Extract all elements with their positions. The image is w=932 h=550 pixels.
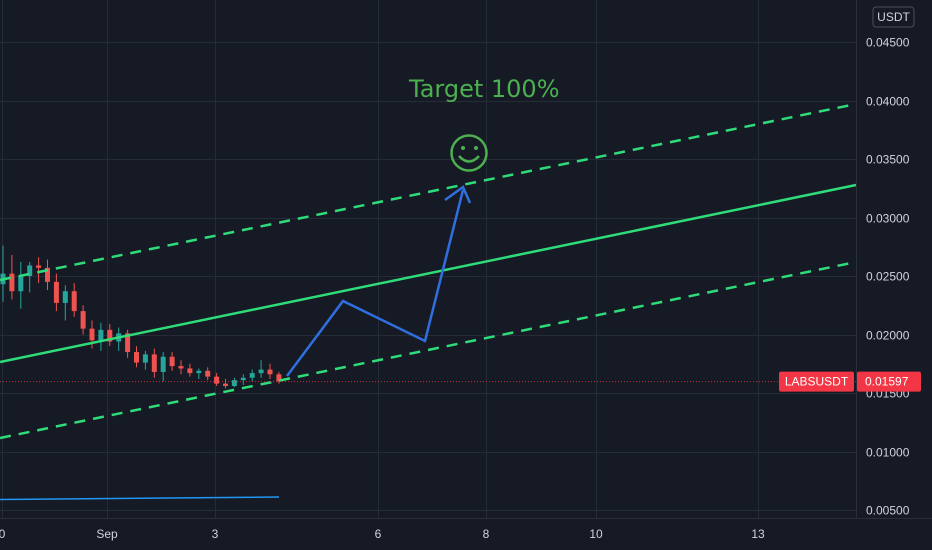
candle-body — [27, 265, 33, 276]
price-tick-label: 0.02500 — [866, 270, 910, 284]
price-tick-label: 0.03000 — [866, 212, 910, 226]
last-price-label: 0.01597 — [865, 375, 909, 389]
time-tick-label: 6 — [375, 527, 382, 541]
projection-path — [285, 185, 472, 377]
candle-body — [258, 369, 264, 374]
candle-body — [187, 368, 193, 374]
candle-body — [205, 370, 211, 377]
candle-body — [45, 267, 50, 282]
candle-body — [89, 328, 95, 341]
candle-body — [142, 354, 148, 363]
time-tick-label: 8 — [483, 527, 490, 541]
price-tick-label: 0.04000 — [866, 95, 910, 109]
candle-body — [80, 311, 86, 329]
candle-body — [18, 276, 24, 292]
time-tick-label: Sep — [96, 527, 118, 541]
candle-body — [134, 352, 139, 363]
channel-mid-line — [0, 183, 857, 364]
symbol-label: LABSUSDT — [785, 375, 849, 389]
indicator-line — [0, 496, 280, 501]
projection-arrowhead — [444, 185, 472, 204]
symbol-badge-bg — [779, 371, 854, 392]
target-annotation: Target 100% — [408, 75, 560, 103]
price-tick-label: 0.04500 — [866, 36, 910, 50]
candle-body — [178, 366, 184, 369]
price-tick-label: 0.02000 — [866, 329, 910, 343]
candle-body — [151, 354, 157, 372]
candle-body — [98, 329, 104, 341]
time-tick-label: 3 — [212, 527, 219, 541]
time-tick-label: 10 — [589, 527, 603, 541]
candle-body — [36, 265, 42, 268]
indicator-series — [0, 496, 280, 501]
candle-body — [240, 377, 246, 381]
candle-body — [53, 281, 59, 303]
candle-body — [71, 291, 77, 312]
candle-body — [231, 380, 237, 386]
candle-body — [160, 356, 166, 372]
candle-body — [267, 369, 273, 375]
price-tick-label: 0.00500 — [866, 504, 910, 518]
candle-body — [62, 291, 68, 303]
candle-body — [276, 374, 282, 382]
candle-body — [249, 373, 255, 378]
smiley-icon — [450, 134, 488, 172]
currency-label: USDT — [877, 10, 910, 24]
currency-badge: USDT — [872, 6, 915, 28]
projection-zigzag — [285, 189, 465, 377]
candle-body — [196, 370, 202, 374]
price-badge-bg — [857, 371, 921, 392]
candle-body — [223, 383, 228, 386]
time-tick-label: 13 — [751, 527, 765, 541]
candle-body — [125, 333, 131, 353]
candle-body — [107, 329, 113, 342]
price-axis[interactable]: 0.04500 0.04000 0.03500 0.03000 0.02500 0.020… — [866, 36, 910, 518]
price-tick-label: 0.01000 — [866, 446, 910, 460]
last-price-badge: LABSUSDT 0.01597 — [779, 371, 921, 392]
trend-channel — [0, 102, 857, 440]
time-axis[interactable]: 0 Sep 3 6 8 10 13 — [0, 527, 765, 541]
candle-body — [214, 376, 220, 384]
time-tick-label: 0 — [0, 527, 6, 541]
channel-lower-line — [0, 260, 857, 440]
candle-body — [169, 356, 175, 367]
price-tick-label: 0.03500 — [866, 153, 910, 167]
candle-body — [9, 273, 15, 292]
channel-upper-line — [0, 102, 857, 282]
